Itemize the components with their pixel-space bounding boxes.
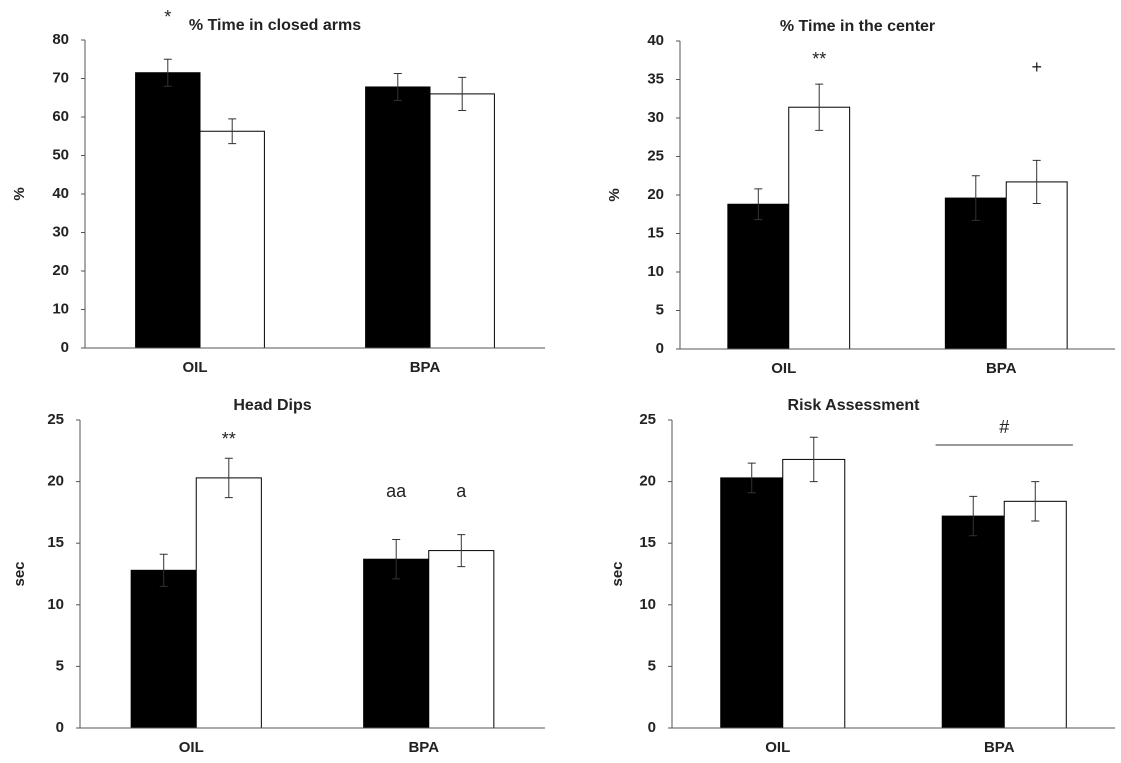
chart-title: % Time in closed arms: [189, 17, 361, 34]
y-axis-label: sec: [11, 561, 28, 586]
bar: [195, 477, 262, 729]
bar: [363, 558, 430, 729]
bar: [365, 86, 431, 349]
bar: [135, 72, 201, 349]
error-bar: [809, 436, 818, 483]
y-tick-label: 0: [648, 719, 656, 736]
error-bar: [159, 553, 168, 587]
y-tick-label: 25: [47, 411, 64, 428]
bar: [428, 550, 495, 729]
error-bar: [163, 58, 172, 87]
error-bar: [228, 118, 237, 145]
bar: [130, 569, 197, 729]
bar: [429, 93, 495, 349]
bar: [1003, 500, 1067, 729]
error-bar: [457, 534, 466, 568]
y-tick-label: 30: [647, 109, 664, 126]
y-tick-label: 25: [639, 411, 656, 428]
error-bar: [458, 76, 467, 111]
chart-title: Risk Assessment: [788, 397, 921, 414]
x-tick-label: OIL: [771, 360, 796, 377]
annotation: +: [1031, 57, 1042, 77]
y-tick-label: 20: [52, 262, 69, 279]
annotation: **: [812, 49, 826, 69]
error-bar: [224, 457, 233, 499]
bar: [727, 203, 790, 350]
y-tick-label: 0: [61, 339, 69, 356]
y-tick-label: 15: [647, 224, 664, 241]
y-tick-label: 20: [639, 473, 656, 490]
annotation: **: [222, 429, 236, 449]
y-tick-label: 5: [656, 301, 664, 318]
y-axis-label: %: [11, 187, 28, 200]
y-tick-label: 70: [52, 69, 69, 86]
annotation: #: [999, 417, 1009, 437]
error-bar: [971, 175, 980, 221]
x-tick-label: BPA: [410, 359, 441, 376]
y-tick-label: 15: [47, 534, 64, 551]
error-bar: [969, 495, 978, 537]
error-bar: [747, 462, 756, 494]
y-axis-label: sec: [609, 561, 626, 586]
error-bar: [1031, 481, 1040, 522]
x-tick-label: BPA: [986, 360, 1017, 377]
y-tick-label: 60: [52, 108, 69, 125]
error-bar: [815, 83, 824, 131]
error-bar: [754, 188, 763, 221]
chart-title: % Time in the center: [780, 18, 935, 35]
y-tick-label: 35: [647, 70, 664, 87]
y-tick-label: 20: [47, 473, 64, 490]
x-tick-label: OIL: [765, 739, 790, 756]
bar: [199, 130, 265, 349]
x-tick-label: BPA: [408, 739, 439, 756]
y-tick-label: 80: [52, 31, 69, 48]
bar: [1005, 181, 1068, 350]
y-tick-label: 10: [47, 596, 64, 613]
bar: [782, 458, 846, 729]
error-bar: [392, 539, 401, 580]
y-tick-label: 10: [647, 263, 664, 280]
bar: [941, 515, 1005, 729]
bar: [944, 197, 1007, 350]
error-bar: [1032, 159, 1041, 204]
x-tick-label: OIL: [179, 739, 204, 756]
annotation: aa: [386, 481, 407, 501]
y-tick-label: 15: [639, 534, 656, 551]
bar: [788, 106, 851, 350]
y-tick-label: 10: [639, 596, 656, 613]
y-tick-label: 40: [647, 32, 664, 49]
annotation: a: [456, 481, 467, 501]
x-tick-label: BPA: [984, 739, 1015, 756]
y-tick-label: 30: [52, 223, 69, 240]
bar: [720, 477, 784, 729]
y-tick-label: 20: [647, 186, 664, 203]
y-tick-label: 5: [56, 657, 64, 674]
y-tick-label: 25: [647, 147, 664, 164]
x-tick-label: OIL: [183, 359, 208, 376]
y-tick-label: 5: [648, 657, 656, 674]
chart-title: Head Dips: [233, 397, 311, 414]
annotation: *: [164, 7, 171, 27]
y-axis-label: %: [606, 188, 623, 201]
y-tick-label: 0: [656, 340, 664, 357]
y-tick-label: 10: [52, 300, 69, 317]
y-tick-label: 50: [52, 146, 69, 163]
y-tick-label: 40: [52, 185, 69, 202]
error-bar: [393, 72, 402, 101]
y-tick-label: 0: [56, 719, 64, 736]
